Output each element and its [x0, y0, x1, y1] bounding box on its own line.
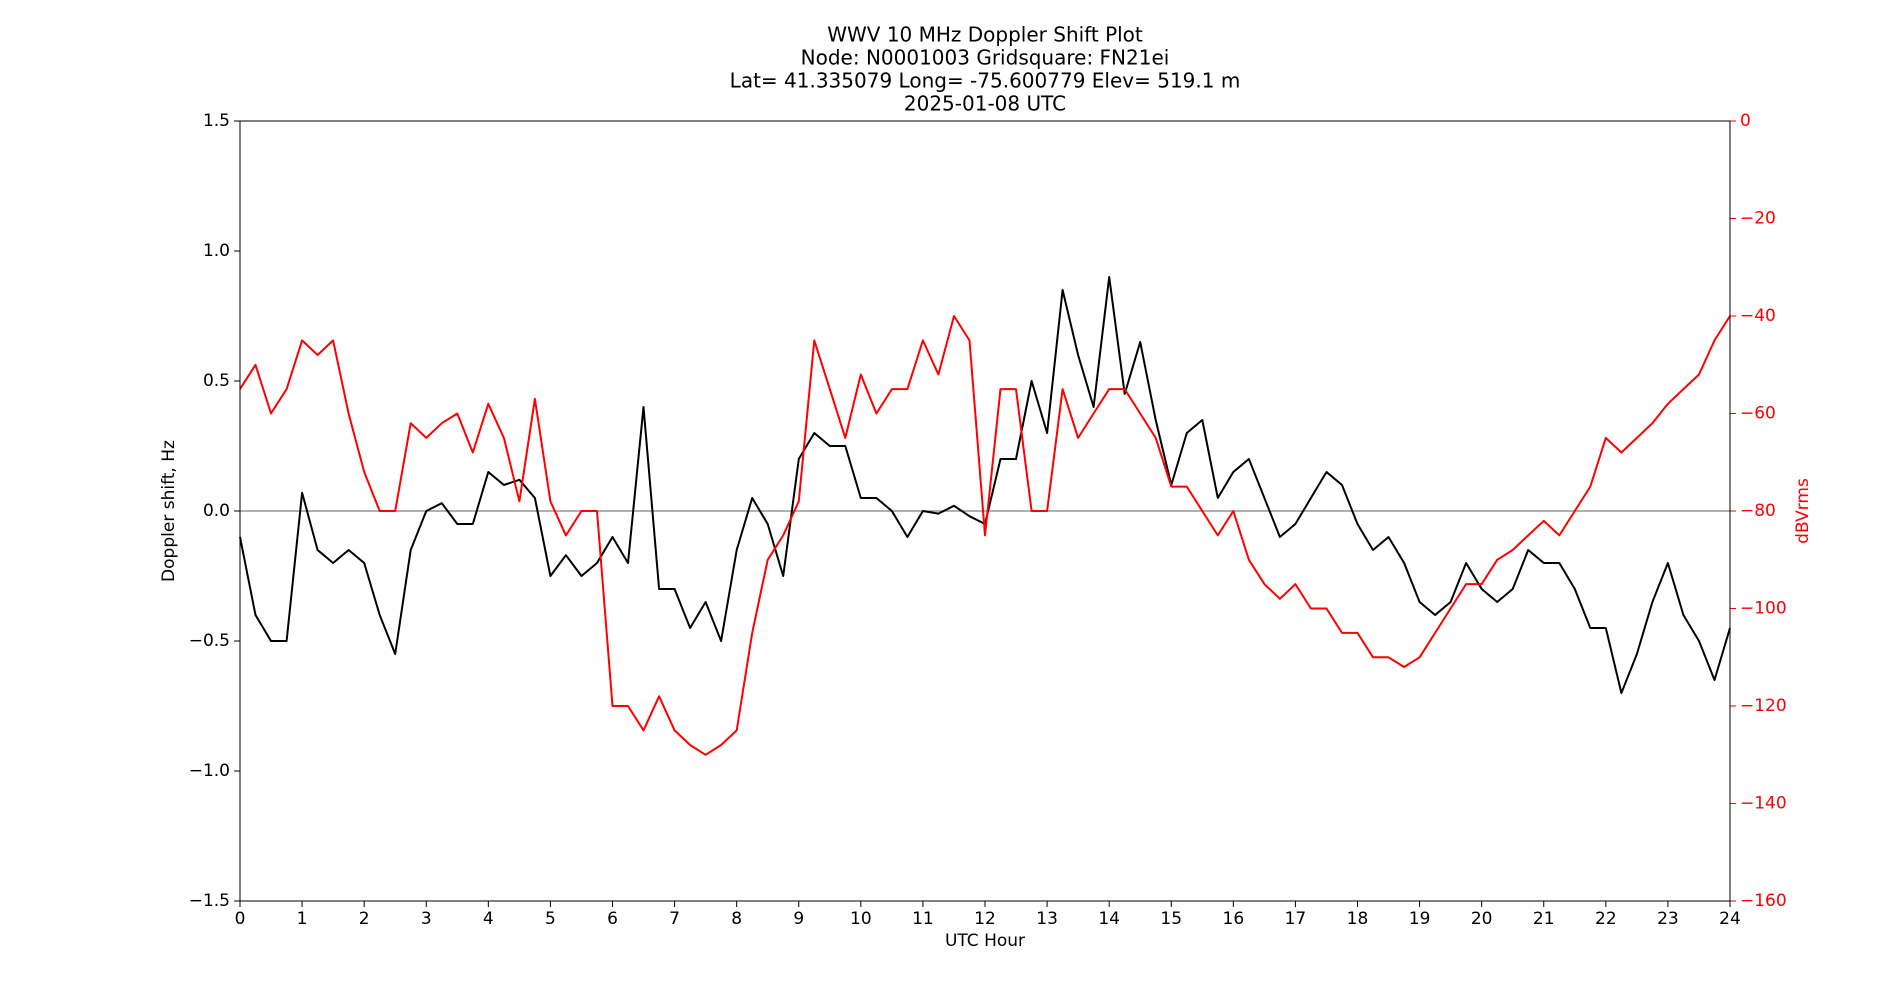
x-tick-label: 5	[545, 909, 556, 929]
x-tick-label: 0	[235, 909, 246, 929]
x-tick-label: 24	[1719, 909, 1741, 929]
x-tick-label: 14	[1098, 909, 1120, 929]
y2-tick-label: −20	[1740, 209, 1776, 229]
y2-tick-label: −160	[1740, 891, 1787, 911]
x-tick-label: 10	[850, 909, 872, 929]
x-tick-label: 20	[1471, 909, 1493, 929]
y2-tick-label: 0	[1740, 111, 1751, 131]
x-tick-label: 1	[297, 909, 308, 929]
y-tick-label: 1.0	[203, 241, 230, 261]
x-tick-label: 12	[974, 909, 996, 929]
x-tick-label: 21	[1533, 909, 1555, 929]
x-tick-label: 13	[1036, 909, 1058, 929]
y2-tick-label: −140	[1740, 794, 1787, 814]
y-tick-label: −1.5	[189, 891, 230, 911]
x-tick-label: 15	[1160, 909, 1182, 929]
x-tick-label: 11	[912, 909, 934, 929]
x-tick-label: 16	[1223, 909, 1245, 929]
y-tick-label: −1.0	[189, 761, 230, 781]
x-tick-label: 17	[1285, 909, 1307, 929]
y2-tick-label: −40	[1740, 306, 1776, 326]
x-tick-label: 18	[1347, 909, 1369, 929]
chart-title: Node: N0001003 Gridsquare: FN21ei	[801, 46, 1170, 70]
x-tick-label: 19	[1409, 909, 1431, 929]
y2-tick-label: −60	[1740, 404, 1776, 424]
chart-title: Lat= 41.335079 Long= -75.600779 Elev= 51…	[730, 69, 1241, 93]
series-line	[239, 315, 1731, 756]
y-tick-label: −0.5	[189, 631, 230, 651]
x-tick-label: 22	[1595, 909, 1617, 929]
chart-title: 2025-01-08 UTC	[904, 92, 1066, 116]
y-axis-label: Doppler shift, Hz	[159, 440, 179, 582]
x-tick-label: 7	[669, 909, 680, 929]
x-tick-label: 9	[793, 909, 804, 929]
y-tick-label: 0.0	[203, 501, 230, 521]
x-tick-label: 4	[483, 909, 494, 929]
series-line	[239, 276, 1731, 694]
y2-axis-label: dBVrms	[1793, 478, 1813, 544]
plot-frame	[239, 120, 1731, 902]
x-tick-label: 6	[607, 909, 618, 929]
x-tick-label: 8	[731, 909, 742, 929]
chart-title: WWV 10 MHz Doppler Shift Plot	[827, 23, 1143, 47]
x-tick-label: 2	[359, 909, 370, 929]
y-tick-label: 1.5	[203, 111, 230, 131]
x-axis-label: UTC Hour	[945, 931, 1025, 951]
x-tick-label: 23	[1657, 909, 1679, 929]
y-tick-label: 0.5	[203, 371, 230, 391]
y2-tick-label: −100	[1740, 599, 1787, 619]
y2-tick-label: −80	[1740, 501, 1776, 521]
x-tick-label: 3	[421, 909, 432, 929]
y2-tick-label: −120	[1740, 696, 1787, 716]
